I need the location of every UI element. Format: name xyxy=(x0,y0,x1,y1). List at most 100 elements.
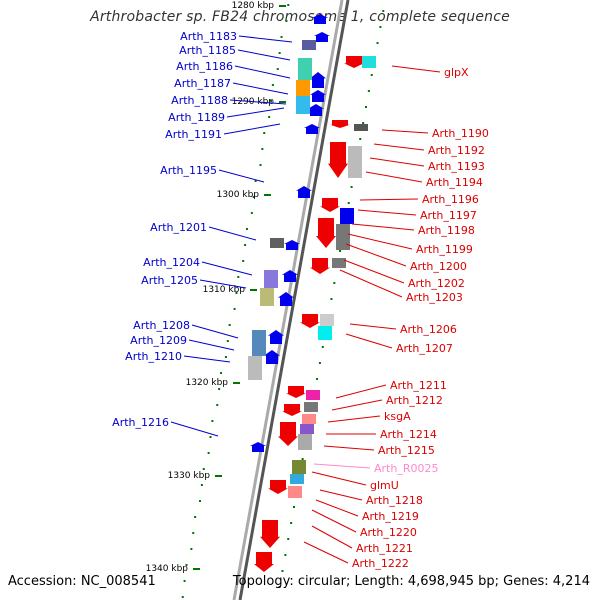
gene-label: Arth_1202 xyxy=(408,277,465,290)
forward-gene-arrow xyxy=(308,104,324,116)
label-leader xyxy=(315,499,359,517)
minor-tick xyxy=(285,20,288,22)
minor-tick xyxy=(261,148,264,150)
label-leader xyxy=(170,421,219,437)
minor-tick xyxy=(202,468,205,470)
label-leader xyxy=(373,143,425,151)
forward-gene-arrow xyxy=(310,72,326,88)
minor-tick xyxy=(318,362,321,364)
gene-label: Arth_1210 xyxy=(125,350,182,363)
minor-tick xyxy=(290,522,293,524)
reverse-gene-arrow xyxy=(268,480,288,494)
gene-label: Arth_1197 xyxy=(420,209,477,222)
gene-label: Arth_1214 xyxy=(380,428,437,441)
gene-label: Arth_1221 xyxy=(356,542,413,555)
minor-tick xyxy=(287,538,290,540)
forward-gene-arrow xyxy=(296,186,312,198)
gene-label: Arth_1215 xyxy=(378,444,435,457)
minor-tick xyxy=(242,260,245,262)
minor-tick xyxy=(200,484,203,486)
major-tick xyxy=(279,5,286,7)
gene-label: Arth_1220 xyxy=(360,526,417,539)
cog-box xyxy=(348,146,362,178)
gene-label: glpX xyxy=(444,66,469,79)
minor-tick xyxy=(226,340,229,342)
cog-box xyxy=(354,124,368,131)
cog-box xyxy=(298,58,312,80)
minor-tick xyxy=(209,436,212,438)
gene-label: Arth_1216 xyxy=(112,416,169,429)
gene-label: Arth_1222 xyxy=(352,557,409,570)
gene-label: Arth_1203 xyxy=(406,291,463,304)
reverse-gene-arrow xyxy=(316,218,336,248)
forward-gene-arrow xyxy=(282,270,298,282)
minor-tick xyxy=(382,10,385,12)
scale-label: 1300 kbp xyxy=(217,190,260,200)
major-tick xyxy=(264,194,271,196)
label-leader xyxy=(311,509,357,533)
minor-tick xyxy=(181,596,184,598)
cog-box xyxy=(296,96,310,114)
forward-gene-arrow xyxy=(268,330,284,344)
reverse-gene-arrow xyxy=(260,520,280,548)
minor-tick xyxy=(271,84,274,86)
label-leader xyxy=(218,169,265,183)
gene-label: Arth_1185 xyxy=(179,44,236,57)
minor-tick xyxy=(224,356,227,358)
minor-tick xyxy=(362,122,365,124)
cog-box xyxy=(320,314,334,326)
label-leader xyxy=(208,226,257,241)
label-leader xyxy=(343,259,405,284)
minor-tick xyxy=(237,276,240,278)
reverse-gene-arrow xyxy=(278,422,298,446)
label-leader xyxy=(232,82,289,95)
gene-label: Arth_1196 xyxy=(422,193,479,206)
label-leader xyxy=(183,355,231,363)
label-leader xyxy=(391,65,441,73)
gene-label: Arth_1187 xyxy=(174,77,231,90)
minor-tick xyxy=(278,52,281,54)
reverse-gene-arrow xyxy=(286,386,306,398)
minor-tick xyxy=(359,138,362,140)
scale-label: 1330 kbp xyxy=(168,471,211,481)
gene-label: Arth_1219 xyxy=(362,510,419,523)
minor-tick xyxy=(183,580,186,582)
gene-label: Arth_1191 xyxy=(165,128,222,141)
gene-label: Arth_1186 xyxy=(176,60,233,73)
cog-box xyxy=(318,326,332,340)
minor-tick xyxy=(194,516,197,518)
cog-box xyxy=(362,56,376,68)
minor-tick xyxy=(268,116,271,118)
gene-label: Arth_1194 xyxy=(426,176,483,189)
gene-label: Arth_1192 xyxy=(428,144,485,157)
minor-tick xyxy=(379,26,382,28)
minor-tick xyxy=(284,554,287,556)
minor-tick xyxy=(244,244,247,246)
label-leader xyxy=(201,261,253,276)
gene-label: Arth_1205 xyxy=(141,274,198,287)
forward-gene-arrow xyxy=(312,14,328,24)
cog-box xyxy=(264,270,278,288)
cog-box xyxy=(290,474,304,484)
summary-text: Topology: circular; Length: 4,698,945 bp… xyxy=(232,574,590,589)
minor-tick xyxy=(199,500,201,502)
minor-tick xyxy=(321,346,324,348)
major-tick xyxy=(193,568,200,570)
reverse-gene-arrow xyxy=(300,314,320,328)
minor-tick xyxy=(301,458,304,460)
gene-label: ksgA xyxy=(384,410,411,423)
label-leader xyxy=(339,269,403,298)
reverse-gene-arrow xyxy=(282,404,302,416)
label-leader xyxy=(345,333,393,349)
label-leader xyxy=(223,123,281,135)
cog-box xyxy=(336,224,350,250)
cog-box xyxy=(288,486,302,498)
gene-label: Arth_1199 xyxy=(416,243,473,256)
forward-gene-arrow xyxy=(310,90,326,102)
minor-tick xyxy=(263,132,266,134)
minor-tick xyxy=(316,378,319,380)
minor-tick xyxy=(347,202,350,204)
label-leader xyxy=(351,223,415,231)
gene-label: Arth_R0025 xyxy=(374,462,438,475)
major-tick xyxy=(215,475,222,477)
